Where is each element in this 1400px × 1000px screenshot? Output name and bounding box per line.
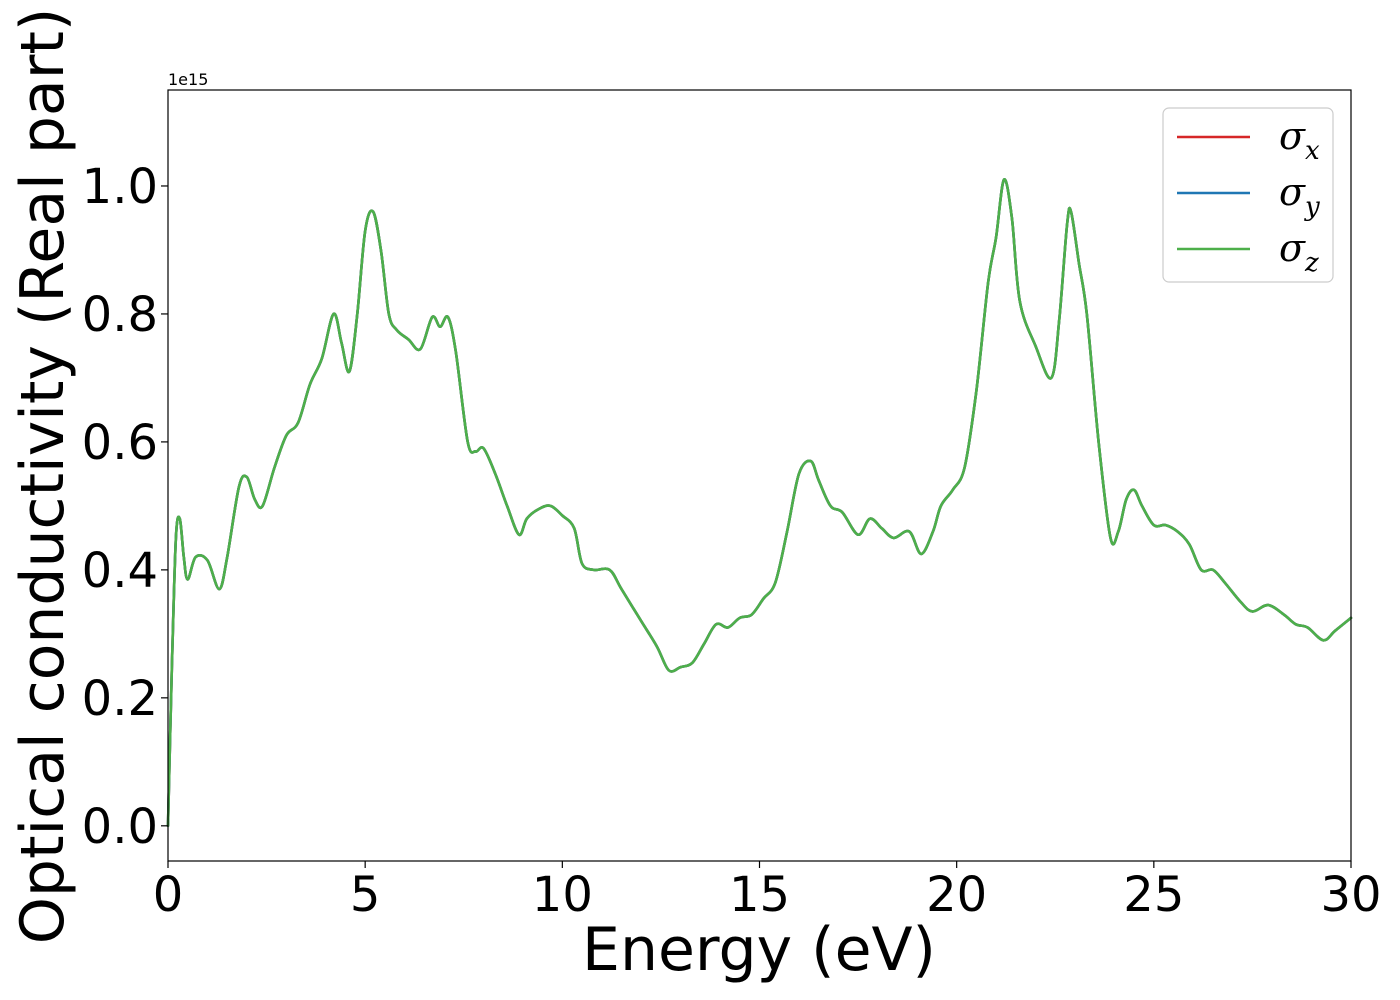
legend-label-x: σx — [1279, 114, 1320, 166]
x-axis: 0 5 10 15 20 25 30 — [153, 861, 1382, 923]
legend-box — [1162, 107, 1334, 283]
x-tick-label: 0 — [153, 867, 184, 923]
y-offset-label: 1e15 — [168, 70, 208, 89]
x-tick-label: 15 — [729, 867, 790, 923]
y-tick-label: 0.2 — [82, 671, 158, 727]
y-tick-label: 0.8 — [82, 287, 158, 343]
plot-series — [166, 178, 1353, 828]
y-tick-label: 0.6 — [82, 415, 158, 471]
y-axis: 0.0 0.2 0.4 0.6 0.8 1.0 — [82, 159, 168, 855]
x-tick-label: 10 — [532, 867, 593, 923]
y-tick-label: 0.0 — [82, 799, 158, 855]
x-tick-label: 25 — [1123, 867, 1184, 923]
y-tick-label: 0.4 — [82, 543, 158, 599]
legend-label-y: σy — [1279, 170, 1320, 222]
legend-label-z: σz — [1279, 226, 1319, 278]
x-axis-title: Energy (eV) — [582, 915, 936, 985]
y-axis-title: Optical conductivity (Real part) — [8, 8, 78, 945]
x-tick-label: 5 — [350, 867, 381, 923]
x-tick-label: 20 — [926, 867, 987, 923]
series-line-z — [166, 178, 1353, 828]
y-tick-label: 1.0 — [82, 159, 158, 215]
x-tick-label: 30 — [1320, 867, 1381, 923]
